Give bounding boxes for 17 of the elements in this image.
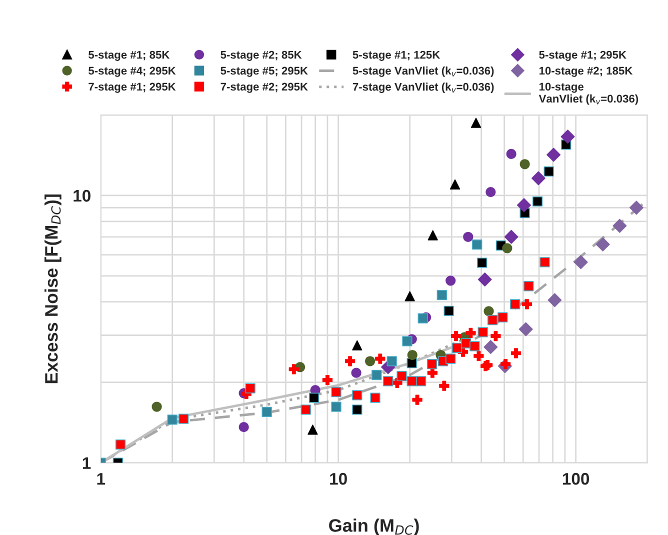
y-axis-title: Excess Noise [F(M$_{DC}$)] [44,194,62,384]
legend-label: 7-stage #1; 295K [88,82,176,93]
legend-label: 5-stage #2; 85K [220,50,302,61]
x-tick-label: 100 [562,472,590,485]
legend-label: 5-stage #4; 295K [88,66,176,77]
legend-label: 7-stage #2; 295K [220,82,308,93]
legend-label: 10-stage VanVliet (k$_{v}$=0.036) [538,82,638,105]
legend-label: 10-stage #2; 185K [539,66,633,77]
x-axis-title: Gain (M$_{DC}$) [329,518,419,535]
legend-label: 5-stage #5; 295K [220,66,308,77]
legend-label: 5-stage VanVliet (k$_{v}$=0.036) [352,66,494,77]
x-tick-label: 1 [97,473,106,485]
legend-label: 5-stage #1; 125K [352,50,440,61]
legend-label: 5-stage #1; 295K [539,50,626,61]
x-tick-label: 10 [330,472,347,485]
legend-label: 7-stage VanVliet (k$_{v}$=0.036) [352,82,494,94]
legend-label: 5-stage #1; 85K [88,50,170,61]
